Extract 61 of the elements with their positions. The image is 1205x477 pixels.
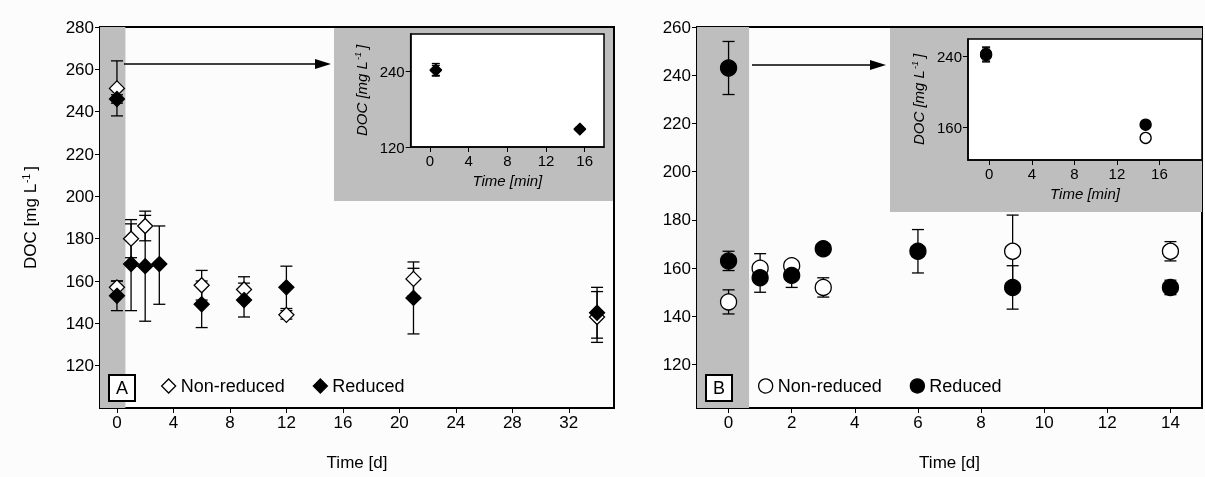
y-tick-label: 160: [662, 258, 691, 278]
x-tick-label: 0: [985, 165, 994, 182]
x-tick-label: 12: [537, 152, 555, 169]
y-tick-label: 280: [65, 17, 94, 37]
x-tick-label: 0: [112, 413, 122, 432]
y-tick-label: 260: [662, 17, 691, 37]
x-tick-label: 4: [1027, 165, 1036, 182]
x-tick-label: 8: [503, 152, 512, 169]
x-tick-label: 4: [464, 152, 473, 169]
y-tick-label: 200: [65, 186, 94, 206]
legend-label: Reduced: [332, 376, 405, 396]
y-axis-title: DOC [mg L-1]: [21, 166, 41, 269]
y-tick-label: 240: [65, 102, 94, 122]
x-tick-label: 8: [1070, 165, 1079, 182]
x-tick-label: 6: [913, 413, 923, 432]
x-tick-label: 0: [425, 152, 435, 169]
x-tick-label: 16: [333, 413, 353, 432]
x-tick-label: 20: [389, 413, 409, 432]
y-axis-title: DOC [mg L-1]: [352, 44, 370, 137]
x-tick-label: 0: [723, 413, 734, 432]
x-tick-label: 12: [1097, 413, 1117, 432]
x-axis-title: Time [min]: [1050, 184, 1121, 202]
x-tick-label: 24: [446, 413, 466, 432]
legend-label: Reduced: [929, 376, 1002, 396]
legend-label: Non-reduced: [777, 376, 882, 396]
y-axis-title: DOC [mg L-1]: [909, 53, 928, 146]
x-tick-label: 8: [976, 413, 986, 432]
x-axis-title: Time [min]: [472, 171, 544, 189]
x-tick-label: 4: [850, 413, 860, 432]
y-tick-label: 120: [379, 138, 405, 156]
y-tick-label: 160: [65, 271, 94, 291]
y-tick-label: 240: [379, 63, 405, 81]
x-tick-label: 16: [576, 152, 594, 169]
y-tick-label: 260: [65, 59, 94, 79]
x-tick-label: 16: [1151, 165, 1168, 182]
y-tick-label: 180: [65, 229, 94, 249]
y-tick-label: 240: [936, 48, 962, 66]
x-tick-label: 12: [1108, 165, 1126, 182]
y-tick-label: 220: [65, 144, 94, 164]
annotation: B: [713, 378, 726, 398]
y-tick-label: 140: [65, 313, 94, 333]
x-tick-label: 14: [1160, 413, 1180, 432]
x-tick-label: 2: [786, 413, 797, 432]
y-tick-label: 120: [662, 355, 691, 375]
y-tick-label: 240: [662, 65, 691, 85]
x-tick-label: 10: [1034, 413, 1054, 432]
y-tick-label: 200: [662, 162, 691, 182]
y-tick-label: 180: [662, 210, 691, 230]
x-tick-label: 32: [559, 413, 579, 432]
x-tick-label: 8: [225, 413, 235, 432]
legend-label: Non-reduced: [180, 376, 285, 396]
x-tick-label: 4: [168, 413, 179, 432]
y-tick-label: 160: [936, 118, 962, 136]
y-tick-label: 120: [65, 356, 94, 376]
x-axis-title: Time [d]: [326, 453, 388, 472]
x-tick-label: 28: [502, 413, 522, 432]
annotation: A: [116, 378, 129, 398]
y-tick-label: 220: [662, 113, 691, 133]
x-axis-title: Time [d]: [919, 453, 980, 472]
x-tick-label: 12: [276, 413, 296, 432]
y-tick-label: 140: [662, 306, 691, 326]
